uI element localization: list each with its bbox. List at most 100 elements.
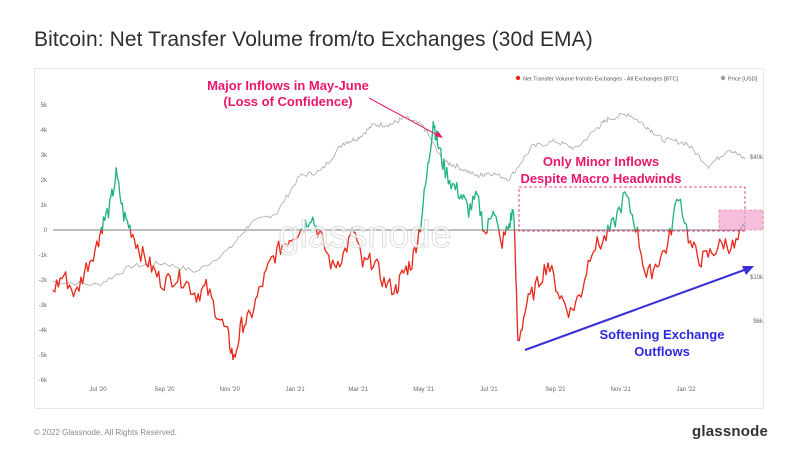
netflow-segment-outflow <box>354 232 358 241</box>
netflow-segment-inflow <box>671 215 674 231</box>
netflow-segment-inflow <box>446 166 449 185</box>
netflow-segment-outflow <box>536 276 540 288</box>
netflow-segment-outflow <box>696 255 700 266</box>
netflow-segment-inflow <box>480 211 484 231</box>
netflow-segment-outflow <box>158 270 162 288</box>
x-tick-label: Jul '21 <box>480 387 498 393</box>
netflow-segment-outflow <box>226 326 230 333</box>
y-left-tick-label: -2k <box>39 278 48 284</box>
netflow-segment-inflow <box>421 206 424 220</box>
netflow-segment-outflow <box>504 229 507 236</box>
netflow-segment-inflow <box>115 167 119 179</box>
netflow-segment-inflow <box>104 212 107 222</box>
netflow-segment-outflow <box>78 276 82 292</box>
netflow-segment-inflow <box>631 213 635 226</box>
netflow-segment-inflow <box>124 211 127 220</box>
netflow-segment-outflow <box>92 248 96 262</box>
netflow-segment-outflow <box>221 318 225 327</box>
netflow-segment-outflow <box>585 259 589 275</box>
netflow-segment-outflow <box>575 295 579 303</box>
netflow-segment-outflow <box>331 259 336 266</box>
netflow-segment-outflow <box>518 330 522 342</box>
netflow-segment-outflow <box>359 245 362 256</box>
netflow-segment-outflow <box>163 275 167 291</box>
netflow-segment-outflow <box>261 272 266 288</box>
y-left-tick-label: -1k <box>39 253 48 259</box>
netflow-segment-outflow <box>234 349 238 358</box>
netflow-segment-inflow <box>429 141 433 151</box>
netflow-segment-inflow <box>512 213 515 226</box>
netflow-segment-outflow <box>589 255 593 262</box>
netflow-segment-outflow <box>256 286 260 298</box>
annotation-minor-shaded-box <box>718 209 764 231</box>
netflow-segment-outflow <box>238 322 241 341</box>
netflow-segment-inflow <box>430 132 434 144</box>
annotation-minor-inflows-line1: Only Minor Inflows <box>543 154 659 169</box>
netflow-segment-inflow <box>424 176 428 187</box>
netflow-segment-outflow <box>582 279 586 291</box>
netflow-segment-outflow <box>560 295 564 301</box>
netflow-segment-outflow <box>136 244 140 254</box>
netflow-segment-outflow <box>316 231 320 239</box>
x-tick-label: Jan '21 <box>286 387 306 393</box>
netflow-segment-outflow <box>660 250 664 258</box>
y-right-tick-label: $10k <box>750 275 764 281</box>
netflow-segment-outflow <box>286 240 291 247</box>
netflow-segment-inflow <box>101 216 105 231</box>
netflow-segment-outflow <box>553 273 557 292</box>
netflow-segment-outflow <box>188 282 192 295</box>
netflow-segment-inflow <box>674 198 678 205</box>
netflow-segment-outflow <box>199 289 203 302</box>
netflow-segment-outflow <box>642 264 646 273</box>
netflow-segment-outflow <box>498 229 501 235</box>
netflow-segment-inflow <box>456 181 459 199</box>
netflow-segment-outflow <box>645 267 649 278</box>
legend-netflow-dot <box>515 75 521 81</box>
netflow-segment-outflow <box>547 262 551 273</box>
netflow-segment-outflow <box>68 284 73 291</box>
netflow-segment-outflow <box>298 229 302 235</box>
netflow-segment-outflow <box>640 253 644 266</box>
netflow-segment-outflow <box>169 275 173 288</box>
netflow-segment-inflow <box>126 220 130 229</box>
netflow-segment-outflow <box>328 254 332 270</box>
chart-title: Bitcoin: Net Transfer Volume from/to Exc… <box>34 28 593 51</box>
netflow-segment-outflow <box>637 229 640 248</box>
netflow-segment-outflow <box>416 229 420 244</box>
netflow-segment-outflow <box>245 313 248 326</box>
netflow-segment-outflow <box>251 309 255 319</box>
netflow-segment-outflow <box>143 254 147 266</box>
netflow-segment-inflow <box>627 197 632 214</box>
netflow-segment-outflow <box>209 288 213 298</box>
y-left-tick-label: 2k <box>41 178 48 184</box>
netflow-segment-outflow <box>397 274 401 292</box>
netflow-segment-outflow <box>707 248 711 258</box>
annotation-major-inflows-line1: Major Inflows in May-June <box>207 78 369 93</box>
netflow-segment-inflow <box>607 224 610 231</box>
netflow-segment-inflow <box>633 224 636 231</box>
netflow-segment-outflow <box>516 320 519 342</box>
netflow-segment-outflow <box>545 262 549 276</box>
netflow-segment-outflow <box>580 288 584 298</box>
y-left-tick-label: -3k <box>39 303 48 309</box>
x-tick-label: Jul '20 <box>89 387 107 393</box>
netflow-segment-outflow <box>596 236 600 246</box>
netflow-segment-inflow <box>107 198 111 219</box>
x-tick-label: Sep '20 <box>154 387 175 393</box>
netflow-segment-outflow <box>377 262 382 280</box>
netflow-segment-outflow <box>670 229 673 236</box>
netflow-segment-outflow <box>649 263 653 280</box>
netflow-segment-outflow <box>389 278 393 296</box>
netflow-segment-outflow <box>652 263 657 270</box>
netflow-segment-outflow <box>210 296 214 302</box>
netflow-segment-inflow <box>477 195 481 217</box>
netflow-segment-outflow <box>733 237 737 249</box>
netflow-segment-outflow <box>87 261 91 272</box>
netflow-segment-outflow <box>349 229 353 236</box>
netflow-segment-outflow <box>228 331 231 349</box>
netflow-segment-inflow <box>465 199 469 205</box>
netflow-segment-inflow <box>129 224 132 231</box>
netflow-segment-outflow <box>498 233 502 243</box>
netflow-segment-inflow <box>685 223 688 231</box>
netflow-segment-outflow <box>514 244 517 278</box>
